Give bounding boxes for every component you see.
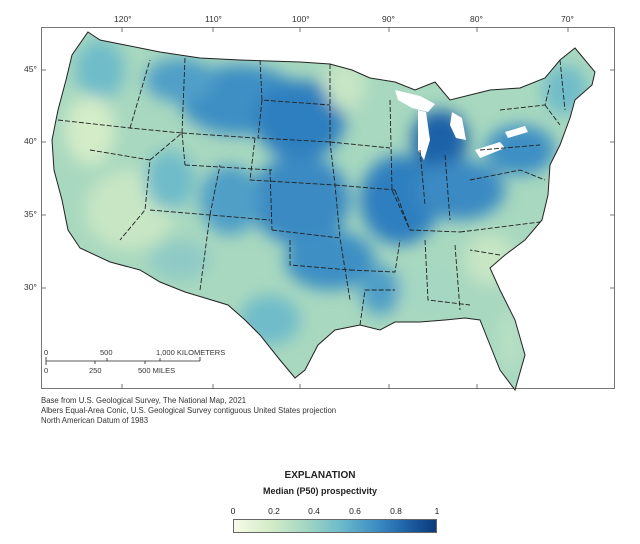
legend-color-ramp (233, 519, 437, 533)
latitude-label-40: 40° (24, 136, 37, 146)
longitude-label-70: 70° (561, 14, 574, 24)
scale-mi-250: 250 (89, 366, 102, 375)
graticule-ticks (41, 27, 615, 389)
scale-km-1000: 1,000 KILOMETERS (156, 348, 226, 357)
prospectivity-map (41, 27, 615, 391)
longitude-label-120: 120° (114, 14, 132, 24)
legend-tick-0: 0 (230, 506, 236, 516)
scale-mi-0: 0 (44, 366, 49, 375)
latitude-label-30: 30° (24, 282, 37, 292)
credit-datum: North American Datum of 1983 (41, 416, 149, 425)
longitude-label-90: 90° (382, 14, 395, 24)
legend-heading: EXPLANATION (284, 470, 356, 481)
scale-bar (45, 357, 201, 365)
credit-projection: Albers Equal-Area Conic, U.S. Geological… (41, 406, 337, 415)
longitude-label-110: 110° (205, 14, 222, 24)
latitude-label-35: 35° (24, 209, 37, 219)
legend-subtitle: Median (P50) prospectivity (262, 486, 378, 496)
longitude-label-80: 80° (470, 14, 483, 24)
legend-tick-0-4: 0.4 (308, 506, 320, 516)
scale-km-0: 0 (44, 348, 49, 357)
scale-km-500: 500 (100, 348, 113, 357)
latitude-label-45: 45° (24, 64, 37, 74)
scale-mi-500: 500 MILES (138, 366, 176, 375)
prospectivity-surface (52, 32, 595, 390)
legend-tick-0-2: 0.2 (268, 506, 280, 516)
state-boundaries (57, 57, 566, 326)
legend-tick-1: 1 (434, 506, 440, 516)
legend-tick-0-6: 0.6 (349, 506, 361, 516)
legend-tick-0-8: 0.8 (390, 506, 402, 516)
credit-base: Base from U.S. Geological Survey, The Na… (41, 396, 247, 405)
longitude-label-100: 100° (292, 14, 310, 24)
